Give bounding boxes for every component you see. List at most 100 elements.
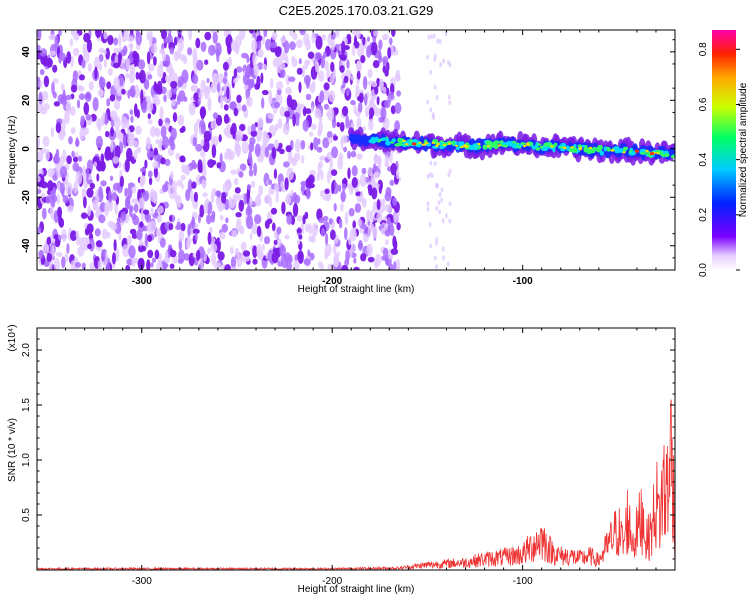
signal-blob bbox=[501, 142, 508, 145]
noise-speckle bbox=[300, 140, 306, 150]
noise-speckle bbox=[111, 192, 118, 202]
noise-speckle bbox=[146, 100, 154, 113]
noise-speckle bbox=[392, 197, 397, 206]
noise-speckle bbox=[448, 218, 452, 224]
signal-blob bbox=[397, 137, 402, 143]
noise-speckle bbox=[37, 30, 42, 41]
noise-speckle bbox=[228, 56, 232, 67]
noise-speckle bbox=[352, 220, 357, 230]
noise-speckle bbox=[54, 238, 61, 248]
noise-speckle bbox=[296, 67, 303, 75]
noise-speckle bbox=[376, 77, 380, 88]
noise-speckle bbox=[331, 181, 335, 195]
noise-speckle bbox=[133, 53, 137, 67]
noise-speckle bbox=[316, 146, 323, 153]
noise-speckle bbox=[106, 263, 111, 270]
noise-speckle bbox=[57, 206, 63, 219]
noise-speckle bbox=[345, 249, 350, 262]
noise-speckle bbox=[301, 155, 305, 164]
signal-blob bbox=[613, 146, 620, 151]
noise-speckle bbox=[114, 54, 119, 65]
signal-blob bbox=[439, 146, 444, 150]
noise-speckle bbox=[86, 237, 90, 246]
noise-speckle bbox=[317, 128, 322, 137]
noise-speckle bbox=[248, 169, 254, 177]
noise-speckle bbox=[223, 127, 230, 136]
noise-speckle bbox=[271, 147, 277, 160]
noise-speckle bbox=[323, 51, 327, 59]
noise-speckle bbox=[43, 75, 50, 88]
noise-speckle bbox=[390, 163, 398, 176]
noise-speckle bbox=[427, 34, 431, 40]
noise-speckle bbox=[181, 184, 185, 190]
noise-speckle bbox=[187, 223, 191, 237]
noise-speckle bbox=[150, 191, 154, 198]
noise-speckle bbox=[57, 181, 61, 191]
noise-speckle bbox=[343, 75, 349, 84]
noise-speckle bbox=[61, 188, 65, 198]
signal-hotspot bbox=[562, 146, 566, 149]
noise-speckle bbox=[311, 123, 317, 130]
noise-speckle bbox=[113, 47, 120, 54]
noise-speckle bbox=[150, 43, 158, 54]
noise-speckle bbox=[438, 209, 442, 215]
noise-speckle bbox=[60, 83, 65, 91]
noise-speckle bbox=[126, 147, 133, 162]
noise-speckle bbox=[124, 196, 131, 210]
noise-speckle bbox=[70, 127, 76, 135]
noise-speckle bbox=[389, 179, 395, 186]
noise-speckle bbox=[216, 48, 220, 63]
noise-speckle bbox=[360, 55, 366, 64]
noise-speckle bbox=[378, 39, 383, 50]
noise-speckle bbox=[336, 121, 341, 128]
noise-speckle bbox=[150, 207, 154, 216]
noise-speckle bbox=[302, 214, 306, 225]
noise-speckle bbox=[310, 106, 314, 113]
noise-speckle bbox=[161, 184, 169, 193]
noise-speckle bbox=[225, 148, 230, 158]
noise-speckle bbox=[191, 181, 197, 189]
noise-speckle bbox=[296, 215, 304, 222]
noise-speckle bbox=[327, 263, 335, 270]
noise-speckle bbox=[261, 63, 267, 70]
spectrogram-frame bbox=[36, 29, 676, 271]
noise-speckle bbox=[78, 93, 85, 100]
noise-speckle bbox=[200, 41, 207, 52]
noise-speckle bbox=[290, 99, 298, 111]
noise-speckle bbox=[68, 136, 73, 145]
noise-speckle bbox=[374, 154, 378, 164]
noise-speckle bbox=[206, 214, 212, 225]
noise-speckle bbox=[72, 70, 78, 83]
signal-blob bbox=[458, 141, 463, 147]
noise-speckle bbox=[37, 76, 41, 91]
noise-speckle bbox=[442, 58, 445, 64]
noise-speckle bbox=[136, 146, 142, 154]
noise-speckle bbox=[110, 126, 114, 137]
noise-speckle bbox=[148, 177, 153, 186]
noise-speckle bbox=[367, 166, 373, 177]
noise-speckle bbox=[236, 144, 241, 158]
signal-hotspot bbox=[523, 144, 527, 148]
noise-speckle bbox=[335, 30, 340, 38]
noise-speckle bbox=[386, 61, 390, 72]
noise-speckle bbox=[200, 138, 205, 147]
noise-speckle bbox=[384, 191, 392, 202]
noise-speckle bbox=[169, 47, 175, 55]
noise-speckle bbox=[243, 193, 247, 205]
noise-speckle bbox=[361, 167, 367, 175]
noise-speckle bbox=[448, 168, 452, 174]
noise-speckle bbox=[125, 57, 131, 71]
noise-speckle bbox=[37, 188, 42, 194]
noise-speckle bbox=[280, 254, 289, 269]
noise-speckle bbox=[252, 245, 258, 258]
noise-speckle bbox=[355, 84, 360, 95]
noise-speckle bbox=[150, 262, 154, 268]
noise-speckle bbox=[316, 208, 323, 221]
noise-speckle bbox=[286, 167, 294, 181]
noise-speckle bbox=[145, 136, 151, 150]
noise-speckle bbox=[123, 30, 129, 38]
noise-speckle bbox=[290, 189, 294, 197]
noise-speckle bbox=[162, 136, 170, 149]
noise-speckle bbox=[159, 237, 166, 248]
noise-speckle bbox=[295, 39, 303, 49]
